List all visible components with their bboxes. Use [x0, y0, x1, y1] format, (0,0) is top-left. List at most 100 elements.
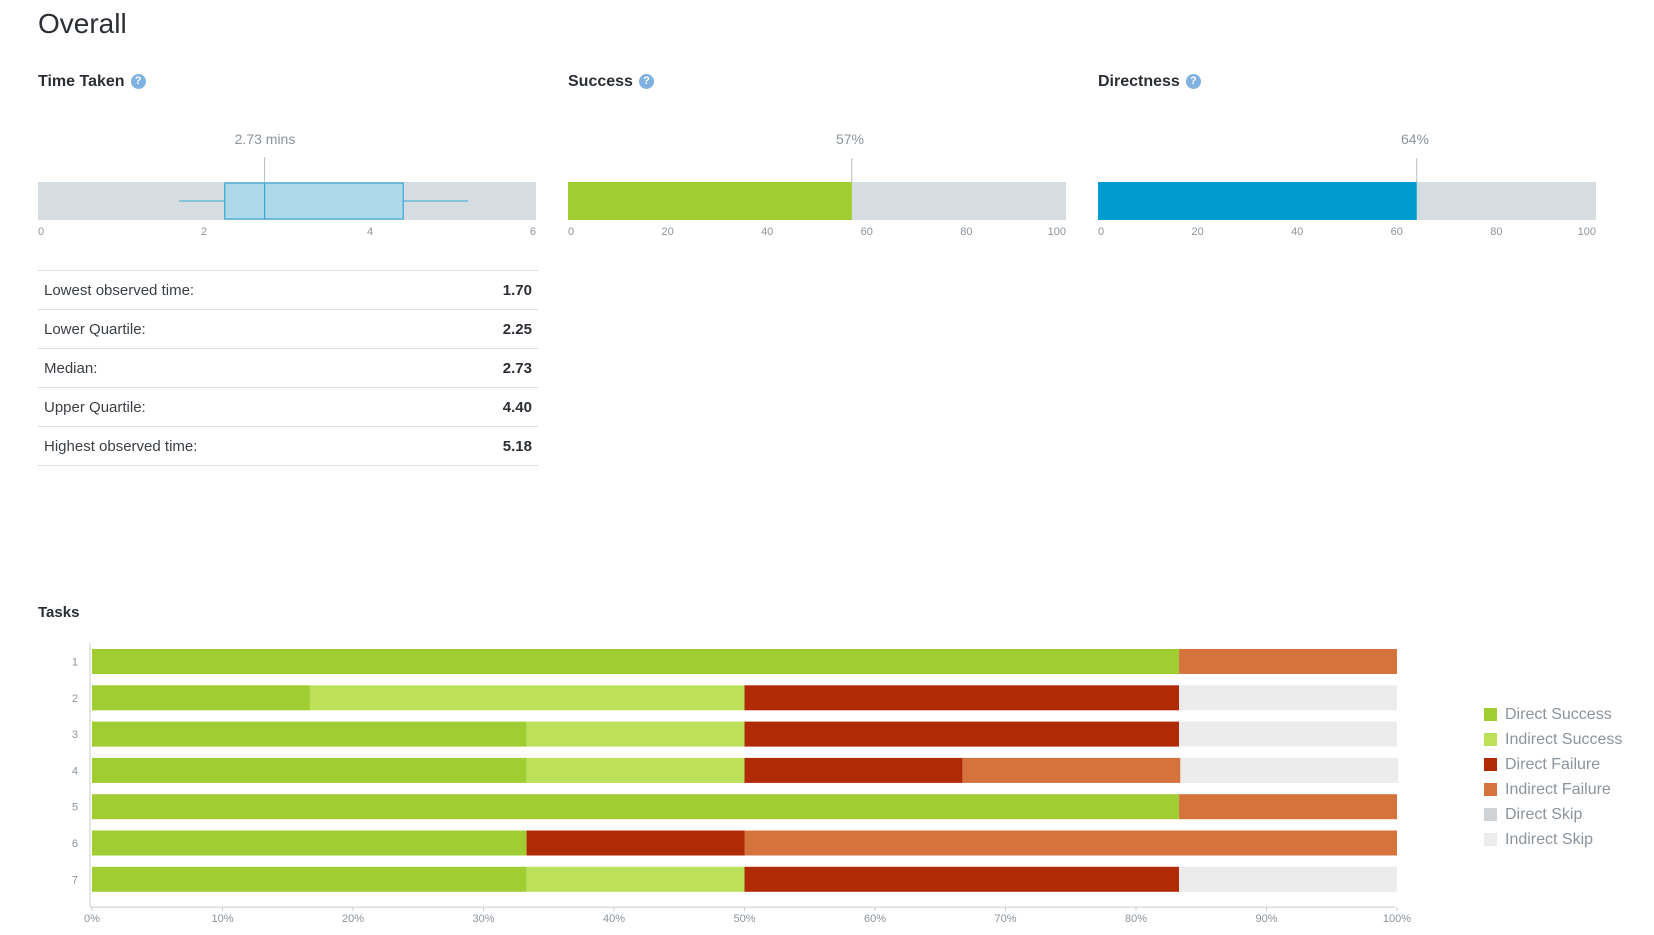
- tick-label: 4: [366, 226, 374, 238]
- stat-value: 1.70: [445, 270, 538, 310]
- table-row: Highest observed time: 5.18: [38, 426, 538, 466]
- tasks-legend: Direct Success Indirect Success Direct F…: [1484, 702, 1654, 852]
- stat-value: 5.18: [445, 426, 538, 466]
- help-icon[interactable]: ?: [130, 74, 146, 89]
- task-label: 3: [72, 729, 78, 741]
- success-axis-ticks: 0 20 40 60 80 100: [568, 226, 1066, 242]
- legend-swatch: [1484, 733, 1497, 746]
- directness-chart: [1098, 150, 1596, 240]
- directness-svg: [1098, 158, 1596, 220]
- task-bar-segment[interactable]: Indirect Success: 16.7: [526, 757, 745, 783]
- task-bar-segment[interactable]: Indirect Skip: 16.7: [1179, 866, 1397, 892]
- tick-label: 2: [200, 226, 208, 238]
- x-tick-label: 0%: [84, 913, 100, 925]
- legend-item[interactable]: Direct Skip: [1484, 802, 1654, 827]
- legend-swatch: [1484, 833, 1497, 846]
- stat-label: Highest observed time:: [38, 426, 446, 466]
- success-title: Success: [568, 73, 633, 90]
- iqr-box: [224, 182, 404, 220]
- task-bar-segment[interactable]: Direct Failure: 33.3: [744, 866, 1180, 892]
- task-bar-segment[interactable]: Direct Success: 33.3: [92, 757, 527, 783]
- tick-label: 80: [1490, 226, 1503, 238]
- task-bar-segment[interactable]: Direct Success: 83.3: [92, 794, 1180, 820]
- legend-swatch: [1484, 808, 1497, 821]
- task-bar-segment[interactable]: Direct Success: 33.3: [92, 721, 527, 747]
- tasks-stacked-bar-chart: 1Direct Success: 83.3Indirect Failure: 1…: [72, 643, 1411, 925]
- task-bar-segment[interactable]: Direct Failure: 16.7: [744, 757, 963, 783]
- tick-label: 40: [1291, 226, 1304, 238]
- x-tick-label: 20%: [342, 913, 364, 925]
- time-taken-boxplot: [38, 150, 536, 240]
- x-tick-label: 100%: [1383, 913, 1411, 925]
- help-icon[interactable]: ?: [1185, 74, 1201, 89]
- x-tick-label: 70%: [994, 913, 1016, 925]
- x-tick-label: 30%: [472, 913, 494, 925]
- tick-label: 40: [761, 226, 774, 238]
- task-bar-segment[interactable]: Direct Success: 83.3: [92, 649, 1180, 674]
- legend-item[interactable]: Indirect Success: [1484, 727, 1654, 752]
- task-bar-segment[interactable]: Direct Success: 33.3: [92, 830, 527, 856]
- legend-label: Direct Skip: [1505, 805, 1583, 823]
- tick-label: 6: [529, 226, 536, 238]
- legend-item[interactable]: Indirect Failure: [1484, 777, 1654, 802]
- help-icon[interactable]: ?: [638, 74, 654, 89]
- success-bar: [568, 182, 852, 220]
- success-svg: [568, 158, 1066, 220]
- stat-value: 2.25: [445, 309, 538, 349]
- tasks-title: Tasks: [38, 604, 80, 621]
- directness-bar: [1098, 182, 1417, 220]
- task-bar-segment[interactable]: Indirect Failure: 16.7: [962, 757, 1181, 783]
- legend-label: Indirect Skip: [1505, 830, 1594, 848]
- page-title: Overall: [38, 8, 127, 39]
- x-tick-label: 90%: [1255, 913, 1277, 925]
- legend-item[interactable]: Direct Success: [1484, 702, 1654, 727]
- table-row: Upper Quartile: 4.40: [38, 387, 538, 427]
- task-label: 1: [72, 657, 78, 669]
- task-bar-segment[interactable]: Direct Failure: 33.3: [744, 685, 1180, 711]
- table-row: Lowest observed time: 1.70: [38, 270, 538, 310]
- task-bar-segment[interactable]: Indirect Failure: 16.7: [1179, 794, 1397, 820]
- task-bar-segment[interactable]: Indirect Failure: 16.7: [1179, 649, 1397, 674]
- task-bar-segment[interactable]: Indirect Skip: 16.7: [1179, 685, 1397, 711]
- legend-label: Indirect Failure: [1505, 780, 1611, 798]
- task-bar-segment[interactable]: Indirect Success: 16.7: [526, 721, 745, 747]
- task-bar-segment[interactable]: Indirect Success: 33.3: [309, 685, 745, 711]
- legend-swatch: [1484, 708, 1497, 721]
- legend-swatch: [1484, 758, 1497, 771]
- success-value-label: 57%: [835, 131, 865, 147]
- tick-label: 60: [1390, 226, 1403, 238]
- boxplot-svg: [38, 157, 536, 220]
- legend-item[interactable]: Indirect Skip: [1484, 827, 1654, 852]
- tick-label: 80: [960, 226, 973, 238]
- stat-label: Median:: [38, 348, 446, 388]
- stat-label: Lower Quartile:: [38, 309, 446, 349]
- task-bar-segment[interactable]: Direct Failure: 33.3: [744, 721, 1180, 747]
- time-taken-title: Time Taken: [38, 73, 125, 90]
- time-axis-ticks: 0 2 4 6: [38, 226, 536, 242]
- task-label: 6: [72, 838, 78, 850]
- task-label: 2: [72, 693, 78, 705]
- legend-label: Indirect Success: [1505, 730, 1623, 748]
- x-tick-label: 50%: [733, 913, 755, 925]
- legend-label: Direct Success: [1505, 705, 1612, 723]
- task-bar-segment[interactable]: Indirect Failure: 50: [744, 830, 1398, 856]
- task-bar-segment[interactable]: Direct Failure: 16.7: [526, 830, 745, 856]
- stat-label: Upper Quartile:: [38, 387, 446, 427]
- task-bar-segment[interactable]: Indirect Skip: 16.7: [1180, 757, 1399, 783]
- directness-axis-ticks: 0 20 40 60 80 100: [1098, 226, 1596, 242]
- task-bar-segment[interactable]: Indirect Skip: 16.7: [1179, 721, 1397, 747]
- directness-value-label: 64%: [1400, 131, 1430, 147]
- x-tick-label: 10%: [211, 913, 233, 925]
- task-label: 4: [72, 765, 78, 777]
- tick-label: 20: [661, 226, 674, 238]
- time-taken-heading: Time Taken?: [38, 73, 146, 91]
- task-bar-segment[interactable]: Direct Success: 16.7: [92, 685, 310, 711]
- legend-item[interactable]: Direct Failure: [1484, 752, 1654, 777]
- table-row: Lower Quartile: 2.25: [38, 309, 538, 349]
- success-chart: [568, 150, 1066, 240]
- task-bar-segment[interactable]: Direct Success: 33.3: [92, 866, 527, 892]
- legend-swatch: [1484, 783, 1497, 796]
- tick-label: 100: [1047, 226, 1066, 238]
- time-stats-table: Lowest observed time: 1.70 Lower Quartil…: [38, 270, 538, 466]
- task-bar-segment[interactable]: Indirect Success: 16.7: [526, 866, 745, 892]
